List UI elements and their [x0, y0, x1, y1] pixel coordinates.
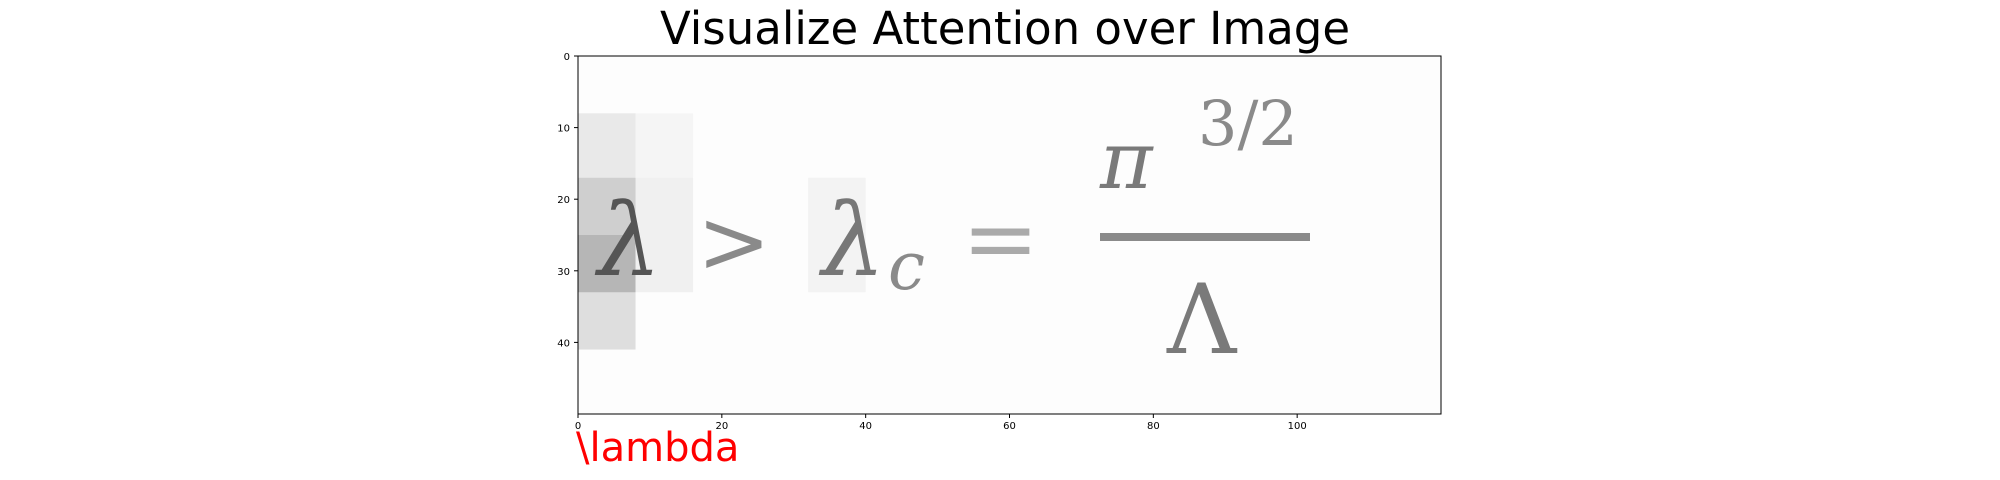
- attention-cell: [636, 113, 694, 177]
- attention-layer: [578, 113, 866, 350]
- x-tick-label: 20: [715, 421, 728, 432]
- y-tick-label: 20: [557, 195, 570, 206]
- formula-subscript-c: c: [888, 228, 925, 305]
- y-tick-label: 40: [557, 338, 570, 349]
- x-tick-label: 60: [1003, 421, 1016, 432]
- y-tick-label: 0: [564, 52, 570, 63]
- plot-area: λ > λ c = π 3/2 Λ 0 20 40 60 80 100 0 10 20 30 40: [557, 52, 1442, 432]
- attention-cell: [635, 177, 694, 293]
- caption-text: \lambda: [576, 425, 739, 471]
- formula-lambda-2: λ: [818, 182, 885, 299]
- x-tick-label: 100: [1288, 421, 1307, 432]
- formula-equals: =: [962, 185, 1039, 292]
- x-tick-label: 80: [1147, 421, 1160, 432]
- formula-greater-than: >: [697, 190, 771, 293]
- chart-title: Visualize Attention over Image: [660, 2, 1350, 55]
- attention-cell: [578, 292, 636, 350]
- formula-image: λ > λ c = π 3/2 Λ: [594, 87, 1310, 376]
- formula-capital-lambda: Λ: [1166, 264, 1238, 376]
- attention-cell: [808, 177, 866, 293]
- y-tick-label: 30: [557, 267, 570, 278]
- formula-pi: π: [1099, 114, 1154, 207]
- attention-cell: [578, 235, 636, 293]
- attention-cell: [578, 113, 636, 178]
- x-tick-label: 0: [575, 421, 581, 432]
- formula-fraction-bar: [1100, 233, 1310, 241]
- formula-lambda-1: λ: [594, 182, 661, 299]
- x-tick-label: 40: [859, 421, 872, 432]
- formula-exponent: 3/2: [1198, 87, 1298, 160]
- y-axis: 0 10 20 30 40: [557, 52, 578, 349]
- x-axis: 0 20 40 60 80 100: [575, 414, 1307, 432]
- y-tick-label: 10: [557, 124, 570, 135]
- attention-cell: [578, 177, 636, 235]
